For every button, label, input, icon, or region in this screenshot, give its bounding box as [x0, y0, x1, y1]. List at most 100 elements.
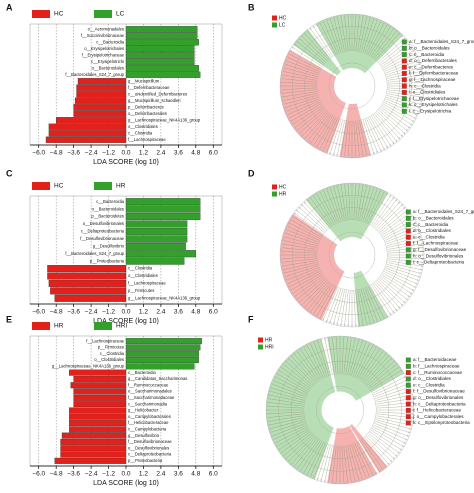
legend-label: f: f__Deferribacteraceae	[409, 71, 459, 76]
tree-node	[421, 92, 423, 95]
tree-node	[293, 465, 296, 468]
category-label: p__Deferribacteres	[128, 104, 164, 109]
category-label: f__Deferribacteraceae	[128, 85, 170, 90]
category-label: f__Lachnospiraceae	[128, 137, 166, 142]
tree-node	[322, 189, 325, 192]
tree-node	[376, 188, 379, 190]
bar	[125, 220, 188, 228]
tree-branch	[292, 274, 322, 294]
tree-node	[392, 142, 395, 144]
category-label: p__Firmicutes	[128, 288, 154, 293]
bar	[125, 32, 198, 39]
tree-branch	[337, 121, 345, 156]
x-tick-label: 4.8	[191, 309, 200, 316]
legend-label: HR	[116, 183, 126, 190]
tree-branch	[375, 419, 411, 429]
tree-node	[362, 323, 364, 326]
group-swatch	[258, 344, 263, 350]
legend-label: i: f__Helicobacteraceae	[413, 408, 461, 413]
tree-node	[343, 324, 346, 326]
tree-node	[401, 304, 403, 306]
legend-swatch	[401, 45, 407, 51]
tree-node	[342, 481, 345, 484]
legend-swatch	[94, 10, 112, 18]
tree-node	[285, 457, 287, 460]
tree-node	[267, 420, 270, 423]
tree-node	[286, 282, 289, 285]
tree-node	[293, 352, 296, 355]
tree-node	[386, 315, 389, 317]
tree-node	[378, 470, 381, 472]
tree-node	[389, 144, 392, 146]
tree-branch	[282, 74, 317, 81]
legend-swatch	[401, 71, 407, 76]
tree-branch	[344, 121, 349, 157]
tree-node	[412, 289, 414, 292]
tree-node	[347, 324, 350, 327]
tree-node	[365, 16, 368, 18]
legend-swatch	[405, 389, 411, 394]
tree-ring	[265, 335, 415, 485]
tree-node	[296, 298, 298, 301]
category-label: o__Deferribacterales	[128, 111, 167, 116]
tree-branch	[387, 260, 422, 267]
legend-label: d: o__Clostridiales	[413, 228, 451, 233]
tree-node	[411, 412, 414, 415]
tree-node	[290, 289, 292, 292]
tree-branch	[316, 193, 335, 224]
tree-node	[315, 24, 318, 26]
tree-node	[315, 146, 318, 148]
tree-branch	[357, 16, 364, 51]
tree-branch	[384, 53, 415, 70]
bar	[48, 123, 127, 130]
tree-node	[319, 191, 321, 193]
tree-node	[325, 19, 328, 21]
category-label: g__Lachnospiraceae_NK4A136_group	[128, 117, 201, 122]
legend-swatch	[32, 10, 50, 18]
tree-node	[398, 32, 401, 35]
tree-node	[283, 272, 285, 275]
tree-node	[309, 197, 312, 199]
bar	[77, 78, 127, 85]
legend-swatch	[405, 215, 411, 221]
clade-shade	[266, 338, 336, 480]
tree-node	[339, 336, 341, 339]
tree-node	[420, 265, 423, 267]
bar	[50, 287, 127, 295]
tree-node	[312, 195, 315, 197]
tree-node	[290, 120, 292, 123]
tree-node	[410, 46, 412, 49]
tree-node	[411, 401, 413, 404]
category-label: g__Desulfovibrio	[93, 243, 125, 248]
tree-branch	[310, 28, 331, 57]
tree-branch	[362, 187, 374, 221]
category-label: g__Helicobacter	[128, 408, 159, 413]
tree-branch	[376, 406, 413, 409]
bar	[73, 394, 127, 401]
tree-node	[411, 409, 414, 411]
tree-branch	[358, 347, 377, 379]
tree-node	[270, 386, 272, 389]
tree-node	[395, 309, 398, 311]
group-swatch	[258, 337, 263, 343]
tree-node	[282, 99, 284, 102]
tree-branch	[281, 431, 311, 453]
tree-node	[284, 107, 286, 109]
bar	[125, 39, 199, 46]
tree-branch	[347, 446, 356, 481]
tree-node	[329, 187, 331, 189]
panel-label: A	[6, 2, 13, 12]
tree-branch	[363, 438, 386, 467]
tree-branch	[376, 417, 411, 426]
tree-branch	[378, 278, 405, 303]
tree-branch	[319, 192, 336, 223]
tree-node	[309, 142, 312, 144]
tree-branch	[348, 290, 351, 326]
tree-branch	[371, 195, 391, 225]
tree-node	[401, 135, 403, 137]
tree-branch	[304, 281, 329, 308]
tree-node	[306, 309, 309, 311]
tree-node	[420, 239, 422, 242]
legend-swatch	[405, 376, 411, 382]
tree-branch	[310, 284, 331, 313]
